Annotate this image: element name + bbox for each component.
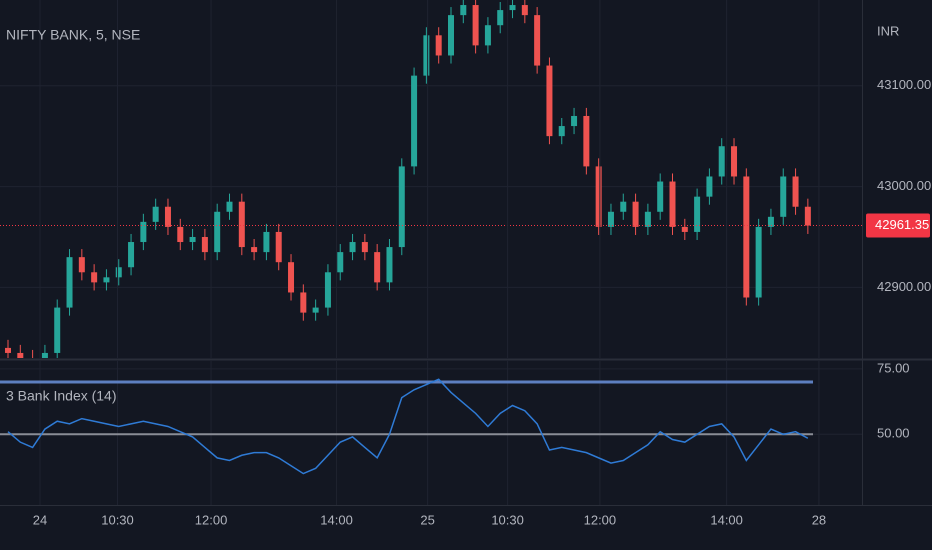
candle-body (583, 115, 590, 167)
candle-body (91, 272, 98, 283)
candle-body (521, 5, 528, 16)
candle-body (128, 242, 135, 268)
candle-body (189, 236, 196, 243)
indicator-pane (0, 361, 862, 505)
y-tick-label: 42900.00 (877, 279, 931, 294)
candle-body (497, 10, 504, 26)
candle-body (743, 176, 750, 298)
candle-body (398, 166, 405, 248)
x-tick-label: 12:00 (195, 512, 228, 527)
candle-body (263, 231, 270, 253)
candle-body (472, 5, 479, 46)
indicator-line (7, 378, 809, 475)
candle-body (509, 5, 516, 11)
candle-body (595, 166, 602, 227)
y-tick-label: 43000.00 (877, 178, 931, 193)
candle-body (534, 15, 541, 66)
price-pane (0, 0, 862, 358)
candle-body (41, 352, 48, 358)
candle-body (140, 221, 147, 243)
candle-body (164, 206, 171, 227)
x-tick-label: 14:00 (710, 512, 743, 527)
x-tick-label: 28 (812, 512, 826, 527)
chart-title: NIFTY BANK, 5, NSE (6, 27, 140, 43)
candle-body (275, 231, 282, 263)
candle-body (731, 146, 738, 177)
x-tick-label: 10:30 (491, 512, 524, 527)
candle-body (632, 201, 639, 227)
indicator-title: 3 Bank Index (14) (6, 388, 117, 404)
candle-body (324, 272, 331, 308)
x-tick-label: 12:00 (584, 512, 617, 527)
candle-body (780, 176, 787, 217)
candle-body (386, 247, 393, 283)
candle-body (460, 5, 467, 16)
candle-body (312, 307, 319, 313)
candle-body (66, 257, 73, 308)
candle-body (374, 252, 381, 283)
candle-body (620, 201, 627, 212)
candle-body (300, 292, 307, 313)
x-tick-label: 24 (33, 512, 47, 527)
candle-body (767, 216, 774, 227)
candle-body (349, 242, 356, 253)
candle-body (755, 226, 762, 298)
candle-body (644, 211, 651, 227)
candle-body (238, 201, 245, 248)
candle-body (288, 262, 295, 293)
candle-body (669, 181, 676, 227)
y-tick-label: 75.00 (877, 360, 910, 375)
candle-body (571, 115, 578, 127)
candle-body (423, 35, 430, 76)
candle-body (447, 15, 454, 56)
candle-body (103, 277, 110, 283)
last-price-label: 42961.35 (875, 217, 929, 232)
candle-body (78, 257, 85, 273)
candle-body (706, 176, 713, 197)
candle-body (214, 211, 221, 253)
candle-body (17, 352, 24, 358)
y-axis-label: INR (877, 23, 899, 38)
candle-body (657, 181, 664, 212)
candle-body (152, 206, 159, 222)
candle-body (718, 146, 725, 177)
candle-body (337, 252, 344, 273)
candle-body (4, 347, 11, 353)
last-price-box (866, 213, 930, 238)
axes: 42900.00 43000.00 43100.00 42961.35 50.00 75.… (0, 0, 932, 527)
candle-body (435, 35, 442, 56)
candle-body (411, 75, 418, 167)
y-tick-label: 50.00 (877, 426, 910, 441)
candle-body (177, 226, 184, 243)
x-tick-label: 25 (420, 512, 434, 527)
candle-body (115, 267, 122, 278)
candle-body (484, 25, 491, 46)
x-tick-label: 14:00 (320, 512, 353, 527)
x-tick-label: 10:30 (101, 512, 134, 527)
candle-body (54, 307, 61, 353)
candle-body (251, 247, 258, 253)
candle-body (792, 176, 799, 207)
candle-body (226, 201, 233, 212)
candle-body (546, 65, 553, 137)
candle-body (201, 236, 208, 253)
candle-body (681, 226, 688, 232)
candle-body (361, 242, 368, 253)
candle-body (558, 126, 565, 137)
candle-body (607, 211, 614, 227)
candle-body (694, 196, 701, 232)
y-tick-label: 43100.00 (877, 77, 931, 92)
candle-body (804, 206, 811, 226)
